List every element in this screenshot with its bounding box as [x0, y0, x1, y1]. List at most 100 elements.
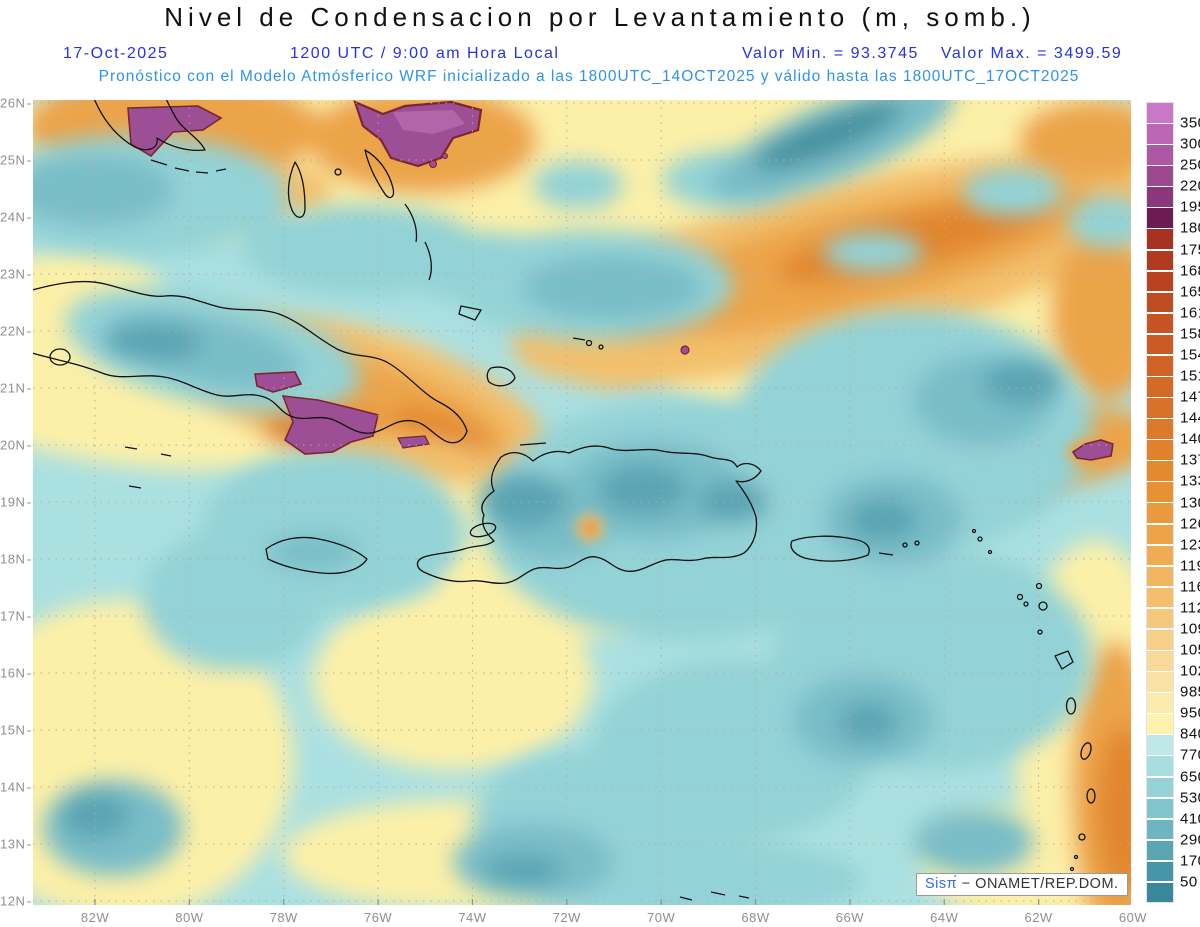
st-kitts — [1016, 593, 1024, 601]
colorbar-swatch — [1147, 566, 1173, 587]
cays — [124, 446, 172, 489]
value-range: Valor Min. = 93.3745 Valor Max. = 3499.59 — [742, 45, 1122, 63]
lat-label: 25N — [0, 153, 30, 168]
virgin-islands — [902, 542, 908, 548]
isla-juventud — [49, 348, 71, 366]
coastline-layer — [33, 100, 1096, 901]
attribution-text: − ONAMET/REP.DOM. — [961, 876, 1119, 892]
colorbar-label: 1950 — [1180, 198, 1200, 216]
bahamas-new-providence — [334, 168, 342, 176]
colorbar-label: 3000 — [1180, 135, 1200, 153]
lon-label: 66W — [835, 910, 864, 925]
colorbar-label: 1405 — [1180, 430, 1200, 448]
st-lucia — [1086, 788, 1096, 804]
colorbar-swatch — [1147, 608, 1173, 629]
colorbar-swatch — [1147, 419, 1173, 439]
colorbar-label: 1800 — [1180, 219, 1200, 237]
bahamas-long-island — [404, 203, 418, 243]
colorbar-label: 985 — [1180, 683, 1200, 701]
hispaniola-coastline — [416, 445, 762, 585]
lat-label: 17N — [0, 609, 30, 624]
colorbar-swatch — [1147, 798, 1173, 819]
ile-gonave — [469, 522, 497, 538]
lat-label: 24N — [0, 210, 30, 225]
colorbar-label: 1580 — [1180, 325, 1200, 343]
st-vincent — [1078, 833, 1086, 841]
lon-label: 82W — [80, 910, 110, 925]
bahamas-crooked — [458, 305, 482, 321]
attribution-box: Sisπ́ − ONAMET/REP.DOM. — [916, 873, 1128, 896]
lon-label: 68W — [741, 910, 770, 925]
colorbar-label: 950 — [1180, 704, 1200, 722]
lon-label: 72W — [552, 910, 581, 925]
colorbar-swatch — [1147, 545, 1173, 566]
colorbar-label: 1335 — [1180, 472, 1200, 490]
colorbar-swatch — [1147, 440, 1173, 460]
colorbar-label: 840 — [1180, 725, 1200, 743]
bahamas-cat-island — [424, 241, 432, 281]
colorbar-label: 1475 — [1180, 388, 1200, 406]
colorbar-label: 1125 — [1180, 599, 1200, 617]
lcl-field-map — [33, 100, 1131, 905]
great-inagua — [486, 366, 516, 387]
purple-cuba-west-lobe — [254, 371, 303, 393]
colorbar-swatch — [1147, 250, 1173, 271]
colorbar-label: 1090 — [1180, 620, 1200, 638]
colorbar-swatch — [1147, 482, 1173, 502]
colorbar-label: 1265 — [1180, 515, 1200, 533]
colorbar-label: 1195 — [1180, 557, 1200, 575]
abc-islands — [679, 891, 750, 901]
colorbar-label: 1650 — [1180, 283, 1200, 301]
grid-layer — [33, 100, 1131, 905]
purple-dot-a — [429, 160, 437, 168]
colorbar-label: 770 — [1180, 746, 1200, 764]
colorbar-label: 1545 — [1180, 346, 1200, 364]
value-min: Valor Min. = 93.3745 — [742, 45, 919, 62]
lon-label: 80W — [175, 910, 204, 925]
colorbar-label: 650 — [1180, 768, 1200, 786]
purple-dot-b — [442, 153, 448, 159]
colorbar-label: 3500 — [1180, 114, 1200, 132]
colorbar-swatch — [1147, 166, 1173, 186]
lat-label: 14N — [0, 780, 30, 795]
martinique — [1080, 742, 1092, 760]
colorbar-swatch — [1147, 271, 1173, 292]
turks-caicos — [572, 337, 586, 341]
puerto-rico-coastline — [790, 535, 870, 562]
colorbar-swatch — [1147, 819, 1173, 840]
lat-label: 19N — [0, 495, 30, 510]
colorbar-swatch — [1147, 861, 1173, 882]
colorbar-label: 410 — [1180, 810, 1200, 828]
colorbar-label: 1370 — [1180, 451, 1200, 469]
bahamas-andros — [287, 161, 306, 218]
florida-keys — [150, 159, 227, 174]
vieques — [878, 552, 894, 556]
colorbar-swatch — [1147, 735, 1173, 755]
colorbar-label: 1440 — [1180, 409, 1200, 427]
colorbar-swatch — [1147, 229, 1173, 250]
tick-layer — [94, 899, 1040, 905]
attribution-brand: Sisπ́ — [925, 876, 958, 892]
colorbar-swatch — [1147, 503, 1173, 524]
colorbar — [1146, 102, 1174, 904]
model-info-line: Pronóstico con el Modelo Atmósferico WRF… — [98, 68, 1080, 85]
lon-label: 70W — [647, 910, 676, 925]
colorbar-swatch — [1147, 693, 1173, 713]
colorbar-swatch — [1147, 398, 1173, 418]
colorbar-label: 50 — [1180, 873, 1198, 891]
colorbar-swatch — [1147, 461, 1173, 481]
colorbar-label: 1055 — [1180, 641, 1200, 659]
jamaica-coastline — [265, 536, 368, 575]
purple-dot-mona — [680, 345, 690, 355]
colorbar-swatch — [1147, 124, 1173, 144]
lat-label: 20N — [0, 438, 30, 453]
lat-label: 16N — [0, 666, 30, 681]
purple-east-feature — [1071, 439, 1114, 461]
lon-label: 64W — [930, 910, 959, 925]
colorbar-swatch — [1147, 777, 1173, 798]
colorbar-swatch — [1147, 524, 1173, 545]
colorbar-swatch — [1147, 334, 1173, 355]
